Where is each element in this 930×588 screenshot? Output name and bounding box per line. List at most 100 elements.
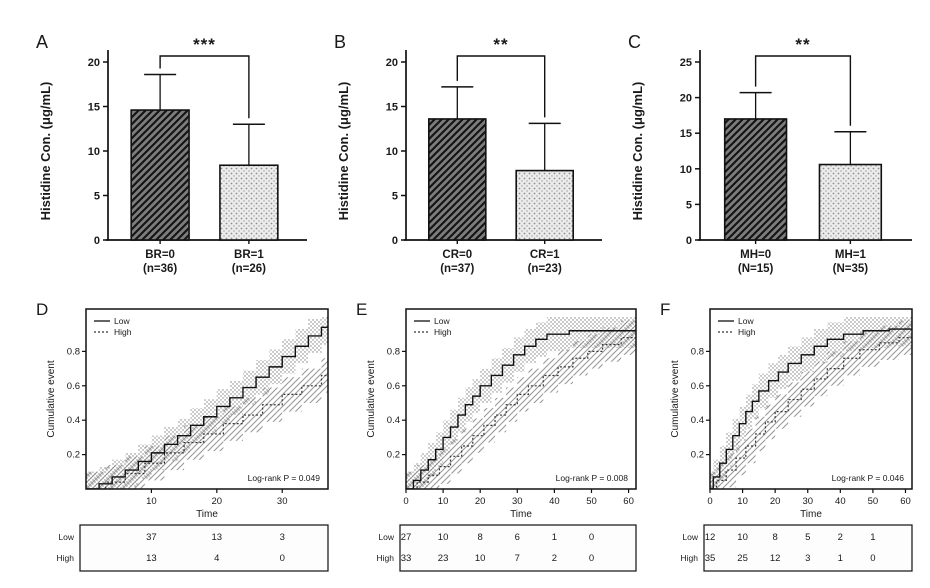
logrank-annotation: Log-rank P = 0.046 <box>832 473 905 483</box>
bar-chart-svg-a: A Histidine Con. (μg/mL) 0 5 10 15 20 BR=0 (n=36… <box>36 32 307 275</box>
y-tick-label: 0.2 <box>387 450 400 461</box>
x-tick-label: 30 <box>802 496 813 507</box>
risk-count: 0 <box>870 553 875 564</box>
panel-f-survival-plot: F Cumulative event 0.2 0.4 0.6 0.8 0 10 20 30 40 50… <box>652 295 924 583</box>
risk-table <box>399 524 637 572</box>
risk-count: 33 <box>401 553 412 564</box>
risk-count: 8 <box>773 532 778 543</box>
y-tick-label: 10 <box>88 146 100 158</box>
curve-Low <box>710 328 912 489</box>
risk-count: 7 <box>515 553 520 564</box>
y-tick-label: 25 <box>680 57 692 69</box>
bar-MH=0 <box>723 118 788 241</box>
panel-a-bar-chart: A Histidine Con. (μg/mL) 0 5 10 15 20 BR=0 (n=36… <box>20 12 315 297</box>
y-tick-label: 10 <box>386 146 398 158</box>
legend-label-Low: Low <box>738 316 754 326</box>
x-tick-label: 10 <box>737 496 748 507</box>
significance-stars: ** <box>493 35 508 54</box>
risk-count: 37 <box>146 532 157 543</box>
panel-b-bar-chart: B Histidine Con. (μg/mL) 0 5 10 15 20 CR=0 (n=37… <box>318 12 610 297</box>
bar-group-label: MH=0 <box>740 249 771 261</box>
risk-count: 0 <box>589 553 594 564</box>
risk-count: 10 <box>438 532 449 543</box>
x-tick-label: 40 <box>549 496 560 507</box>
legend-label-High: High <box>114 327 132 337</box>
risk-count: 0 <box>589 532 594 543</box>
bar-group-label: CR=0 <box>442 249 472 261</box>
bar-group-n-label: (n=23) <box>528 263 562 275</box>
panel-letter: A <box>36 32 48 52</box>
y-tick-label: 20 <box>680 93 692 105</box>
y-tick-label: 5 <box>392 191 398 203</box>
y-tick-label: 0.4 <box>67 415 80 426</box>
bar-chart-svg-b: B Histidine Con. (μg/mL) 0 5 10 15 20 CR=0 (n=37… <box>334 32 602 275</box>
risk-count: 10 <box>737 532 748 543</box>
panel-letter: C <box>628 32 641 52</box>
legend-label-Low: Low <box>434 316 450 326</box>
x-tick-label: 0 <box>707 496 712 507</box>
x-axis-label: Time <box>196 509 218 520</box>
band-High <box>710 320 912 489</box>
curve-High <box>710 337 912 489</box>
significance-stars: *** <box>193 35 216 54</box>
risk-count: 27 <box>401 532 412 543</box>
y-tick-label: 5 <box>686 199 692 211</box>
y-tick-label: 0.4 <box>691 415 704 426</box>
curve-High <box>86 374 328 489</box>
panel-letter: F <box>660 300 670 319</box>
confidence-bands <box>86 317 328 489</box>
risk-count: 13 <box>212 532 223 543</box>
risk-count: 12 <box>770 553 781 564</box>
bar-group-n-label: (n=36) <box>143 263 177 275</box>
risk-table <box>79 524 329 572</box>
risk-count: 23 <box>438 553 449 564</box>
survival-curves <box>86 326 328 489</box>
bar-group-n-label: (n=26) <box>232 263 266 275</box>
y-tick-label: 0.2 <box>67 450 80 461</box>
x-tick-label: 10 <box>438 496 449 507</box>
y-tick-label: 5 <box>94 191 100 203</box>
risk-count: 12 <box>705 532 716 543</box>
y-axis-label: Histidine Con. (μg/mL) <box>630 82 645 221</box>
curve-High <box>406 337 636 489</box>
plot-frame <box>85 308 329 490</box>
curve-Low <box>406 330 636 489</box>
x-tick-label: 20 <box>770 496 781 507</box>
x-tick-label: 10 <box>146 496 157 507</box>
y-tick-label: 0.8 <box>67 346 80 357</box>
risk-count: 10 <box>475 553 486 564</box>
y-tick-label: 15 <box>386 102 398 114</box>
risk-count: 3 <box>805 553 810 564</box>
survival-curves <box>406 330 636 489</box>
y-tick-label: 10 <box>680 164 692 176</box>
significance-bracket <box>456 55 546 118</box>
risk-row-label-High: High <box>681 553 699 563</box>
bar-MH=1 <box>818 163 883 241</box>
panel-letter: D <box>36 300 48 319</box>
y-tick-label: 20 <box>386 57 398 69</box>
bar-group-label: BR=0 <box>145 249 175 261</box>
bar-group-label: CR=1 <box>530 249 560 261</box>
plot-frame <box>709 308 913 490</box>
significance-bracket <box>159 55 250 119</box>
risk-count: 4 <box>214 553 219 564</box>
legend-label-High: High <box>434 327 452 337</box>
confidence-bands <box>406 317 636 489</box>
x-tick-label: 20 <box>475 496 486 507</box>
x-tick-label: 50 <box>586 496 597 507</box>
bar-group-label: BR=1 <box>234 249 264 261</box>
x-tick-label: 40 <box>835 496 846 507</box>
legend-label-High: High <box>738 327 756 337</box>
panel-c-bar-chart: C Histidine Con. (μg/mL) 0 5 10 15 20 25 MH=0 (N=… <box>612 12 920 297</box>
band-High <box>406 320 636 489</box>
risk-count: 25 <box>737 553 748 564</box>
y-tick-label: 15 <box>88 102 100 114</box>
x-tick-label: 30 <box>277 496 288 507</box>
risk-row-label-Low: Low <box>58 532 74 542</box>
risk-row-label-Low: Low <box>378 532 394 542</box>
legend-label-Low: Low <box>114 316 130 326</box>
y-axis-label: Histidine Con. (μg/mL) <box>38 82 53 221</box>
